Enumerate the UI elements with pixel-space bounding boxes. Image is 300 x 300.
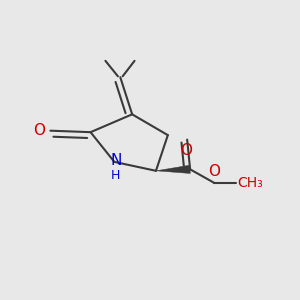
Text: O: O: [180, 142, 192, 158]
Text: O: O: [208, 164, 220, 179]
Text: N: N: [110, 153, 122, 168]
Text: CH₃: CH₃: [238, 176, 263, 190]
Text: H: H: [111, 169, 121, 182]
Text: O: O: [33, 123, 45, 138]
Polygon shape: [156, 165, 190, 173]
